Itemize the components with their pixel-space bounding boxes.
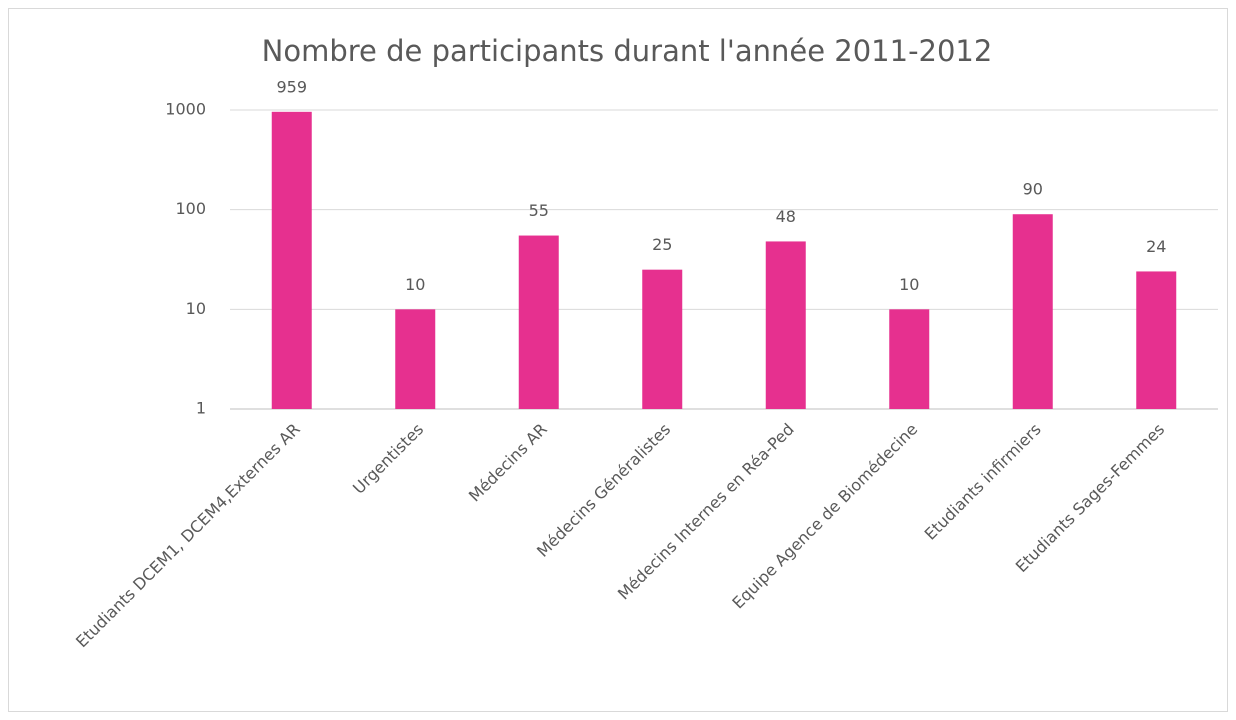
data-label: 10 [899,275,919,294]
y-tick-label: 1000 [165,100,206,119]
bar [1012,214,1053,409]
bar [765,241,806,409]
chart-title: Nombre de participants durant l'année 20… [262,34,993,68]
data-label: 55 [529,201,549,220]
y-tick-label: 100 [175,199,206,218]
bar [271,111,312,410]
data-label: 10 [405,275,425,294]
data-label: 48 [776,207,796,226]
bar [642,269,683,409]
data-label: 90 [1023,180,1043,199]
bar [395,309,436,409]
data-label: 959 [276,77,307,96]
bar [518,235,559,409]
data-label: 24 [1146,237,1166,256]
y-tick-label: 1 [196,399,206,418]
data-label: 25 [652,235,672,254]
bar [889,309,930,409]
y-tick-label: 10 [186,299,206,318]
bar [1136,271,1177,409]
